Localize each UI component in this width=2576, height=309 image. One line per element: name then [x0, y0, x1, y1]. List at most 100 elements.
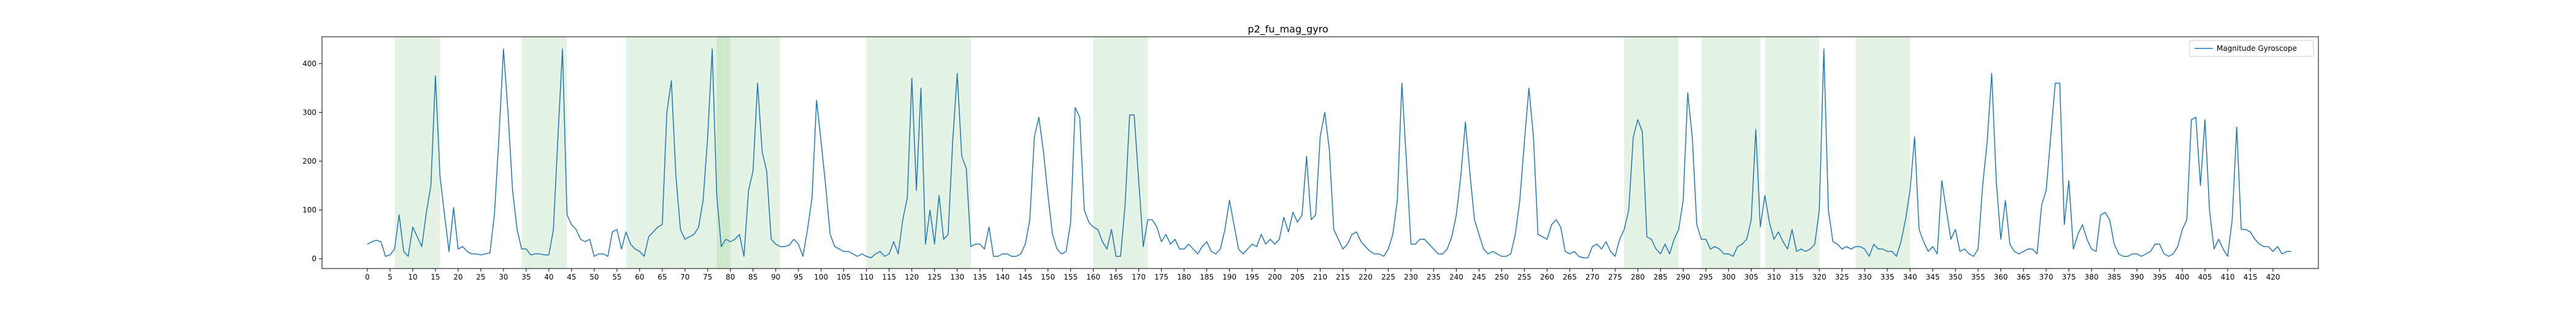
x-tick-label: 5	[388, 273, 393, 281]
highlight-span	[626, 37, 672, 269]
axes-frame	[321, 36, 2319, 269]
x-tick-label: 320	[1812, 273, 1827, 281]
x-tick-label: 105	[837, 273, 851, 281]
x-tick-label: 80	[726, 273, 735, 281]
x-tick-label: 325	[1835, 273, 1849, 281]
x-tick-label: 250	[1495, 273, 1509, 281]
x-tick-label: 390	[2130, 273, 2144, 281]
x-tick-label: 110	[859, 273, 873, 281]
x-tick-label: 355	[1971, 273, 1985, 281]
series-layer	[367, 48, 2291, 259]
x-tick-label: 275	[1608, 273, 1622, 281]
series-line	[367, 48, 2291, 259]
x-tick-label: 385	[2107, 273, 2122, 281]
x-tick-label: 95	[794, 273, 803, 281]
x-tick-label: 190	[1222, 273, 1236, 281]
x-tick-label: 50	[589, 273, 599, 281]
x-tick-label: 350	[1949, 273, 1963, 281]
x-tick-label: 100	[814, 273, 828, 281]
x-tick-label: 170	[1132, 273, 1146, 281]
highlight-span	[1624, 37, 1679, 269]
x-tick-label: 65	[657, 273, 667, 281]
x-tick-label: 255	[1517, 273, 1531, 281]
x-tick-label: 310	[1767, 273, 1781, 281]
x-tick-label: 375	[2062, 273, 2076, 281]
y-tick-label: 300	[302, 108, 316, 116]
x-tick-label: 290	[1676, 273, 1690, 281]
highlight-span	[911, 37, 926, 269]
x-tick-label: 305	[1744, 273, 1758, 281]
x-tick-label: 395	[2153, 273, 2167, 281]
x-tick-label: 295	[1699, 273, 1713, 281]
x-tick-label: 380	[2085, 273, 2099, 281]
x-tick-label: 60	[635, 273, 644, 281]
y-tick-label: 400	[302, 59, 316, 68]
x-tick-label: 360	[1994, 273, 2008, 281]
highlight-spans	[394, 37, 1911, 269]
x-tick-label: 40	[544, 273, 553, 281]
y-tick-label: 100	[302, 206, 316, 215]
x-tick-label: 160	[1086, 273, 1100, 281]
x-tick-label: 115	[882, 273, 896, 281]
x-tick-label: 420	[2266, 273, 2280, 281]
x-tick-label: 270	[1585, 273, 1600, 281]
highlight-span	[1093, 37, 1148, 269]
highlight-span	[866, 37, 912, 269]
x-tick-label: 45	[567, 273, 576, 281]
x-tick-label: 90	[771, 273, 780, 281]
x-tick-label: 300	[1722, 273, 1736, 281]
x-tick-label: 75	[703, 273, 712, 281]
x-tick-label: 25	[476, 273, 485, 281]
x-tick-label: 175	[1154, 273, 1168, 281]
axis-ticks: 0 5 10 15 20 25 30 35 40 45 50 55 60 65 70 75 80 85 90 95 10…	[302, 59, 2280, 281]
legend: Magnitude Gyroscope	[2189, 40, 2314, 57]
x-tick-label: 315	[1790, 273, 1804, 281]
x-tick-label: 195	[1245, 273, 1259, 281]
y-tick-label: 0	[312, 254, 316, 263]
highlight-span	[1806, 37, 1820, 269]
x-tick-label: 200	[1268, 273, 1282, 281]
x-tick-label: 345	[1926, 273, 1940, 281]
x-tick-label: 130	[950, 273, 964, 281]
highlight-span	[730, 37, 781, 269]
x-tick-label: 265	[1563, 273, 1577, 281]
x-tick-label: 155	[1064, 273, 1078, 281]
x-tick-label: 185	[1200, 273, 1214, 281]
x-tick-label: 235	[1427, 273, 1441, 281]
x-tick-label: 165	[1109, 273, 1123, 281]
x-tick-label: 365	[2017, 273, 2031, 281]
y-tick-label: 200	[302, 157, 316, 166]
x-tick-label: 0	[365, 273, 370, 281]
x-tick-label: 225	[1381, 273, 1395, 281]
x-tick-label: 260	[1540, 273, 1554, 281]
x-tick-label: 245	[1472, 273, 1486, 281]
highlight-span	[1855, 37, 1911, 269]
x-tick-label: 335	[1880, 273, 1895, 281]
legend-label: Magnitude Gyroscope	[2217, 44, 2297, 53]
x-tick-label: 400	[2175, 273, 2190, 281]
x-tick-label: 405	[2198, 273, 2212, 281]
x-tick-label: 70	[680, 273, 689, 281]
x-tick-label: 10	[408, 273, 417, 281]
highlight-span	[716, 37, 730, 269]
x-tick-label: 230	[1404, 273, 1418, 281]
x-tick-label: 125	[927, 273, 941, 281]
x-tick-label: 145	[1018, 273, 1032, 281]
x-tick-label: 150	[1041, 273, 1055, 281]
x-tick-label: 135	[973, 273, 987, 281]
x-tick-label: 55	[612, 273, 621, 281]
highlight-span	[671, 37, 730, 269]
x-tick-label: 85	[748, 273, 757, 281]
x-tick-label: 285	[1654, 273, 1668, 281]
x-tick-label: 180	[1177, 273, 1191, 281]
x-tick-label: 220	[1359, 273, 1373, 281]
x-tick-label: 35	[521, 273, 531, 281]
x-tick-label: 240	[1449, 273, 1463, 281]
x-tick-label: 370	[2039, 273, 2053, 281]
x-tick-label: 15	[431, 273, 440, 281]
x-tick-label: 415	[2244, 273, 2258, 281]
x-tick-label: 140	[995, 273, 1010, 281]
